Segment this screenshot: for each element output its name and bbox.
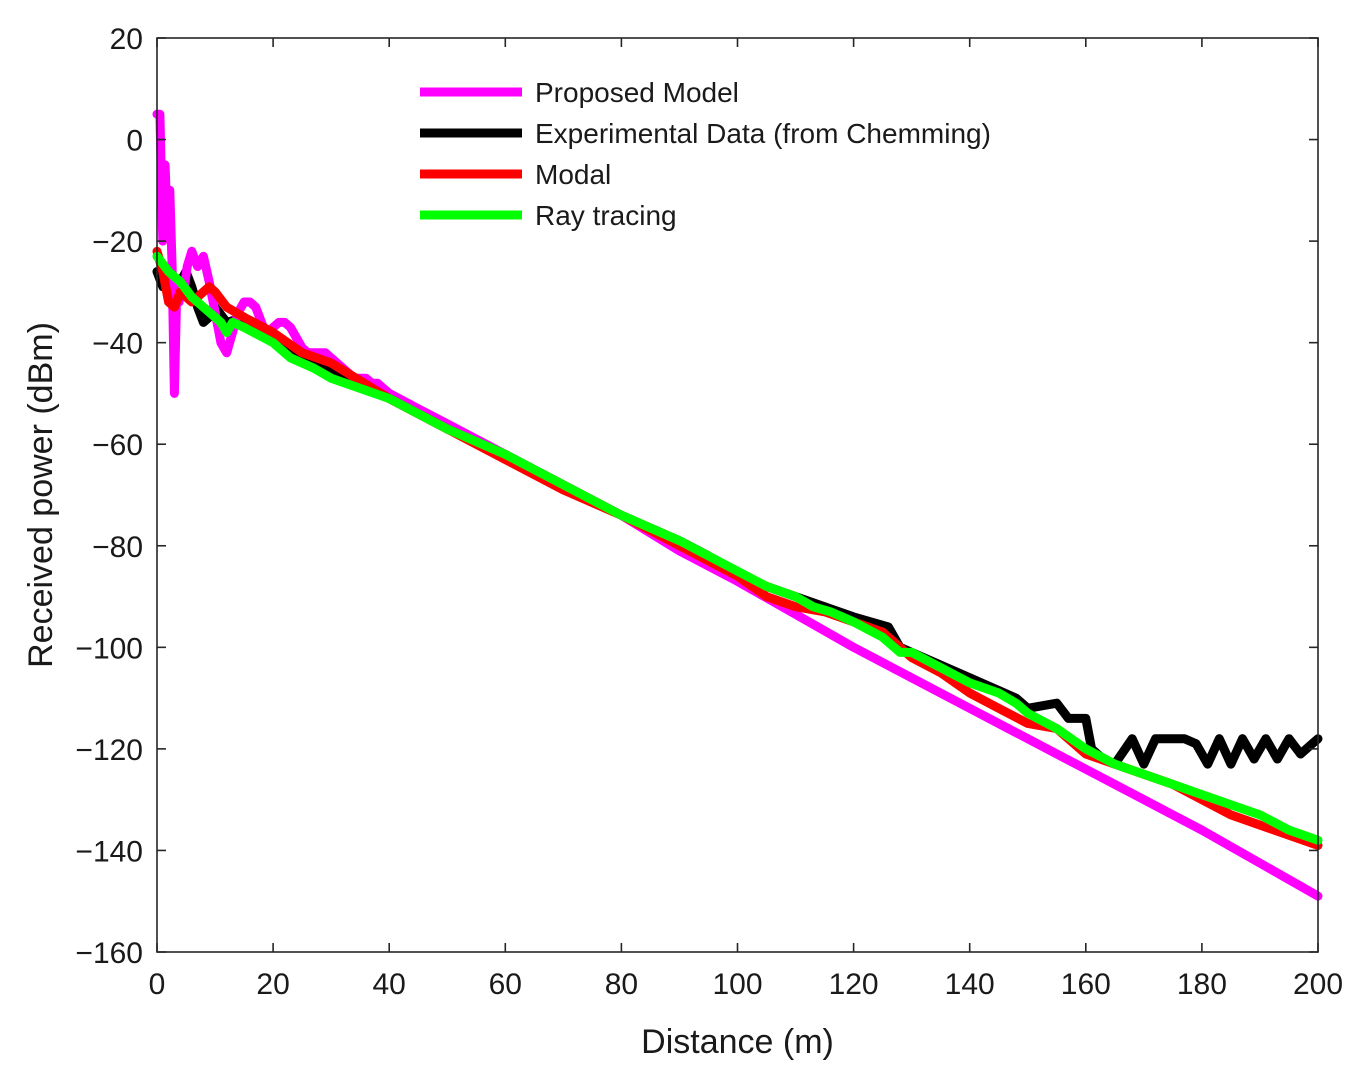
x-tick-label: 80 xyxy=(605,968,638,1001)
y-tick-label: 20 xyxy=(110,23,143,56)
x-tick-label: 180 xyxy=(1177,968,1227,1001)
y-tick-label: −120 xyxy=(75,734,143,767)
x-tick-label: 40 xyxy=(373,968,406,1001)
x-tick-label: 20 xyxy=(256,968,289,1001)
series-layer xyxy=(152,109,1323,901)
y-tick-label: −80 xyxy=(92,531,143,564)
x-axis-label: Distance (m) xyxy=(641,1023,834,1061)
legend-label-experimental-data-from-chemming: Experimental Data (from Chemming) xyxy=(535,118,991,149)
series-line-ray-tracing xyxy=(152,251,1323,845)
x-tick-label: 100 xyxy=(712,968,762,1001)
y-axis-label: Received power (dBm) xyxy=(22,322,60,668)
y-tick-label: −140 xyxy=(75,835,143,868)
legend-label-ray-tracing: Ray tracing xyxy=(535,200,677,231)
x-tick-label: 120 xyxy=(829,968,879,1001)
x-tick-label: 200 xyxy=(1293,968,1343,1001)
y-tick-label: 0 xyxy=(126,125,143,158)
x-tick-label: 0 xyxy=(149,968,166,1001)
legend-label-modal: Modal xyxy=(535,159,611,190)
ticks-layer: 0 20 40 60 80 100 120 140 160 180 200200−20−40−60−… xyxy=(75,23,1343,1001)
x-tick-label: 160 xyxy=(1061,968,1111,1001)
y-tick-label: −160 xyxy=(75,937,143,970)
y-tick-label: −40 xyxy=(92,328,143,361)
y-tick-label: −60 xyxy=(92,429,143,462)
x-tick-label: 140 xyxy=(945,968,995,1001)
y-tick-label: −100 xyxy=(75,632,143,665)
x-tick-label: 60 xyxy=(489,968,522,1001)
legend: Proposed Model Experimental Data (from Ch… xyxy=(420,77,991,231)
legend-label-proposed-model: Proposed Model xyxy=(535,77,739,108)
y-tick-label: −20 xyxy=(92,226,143,259)
